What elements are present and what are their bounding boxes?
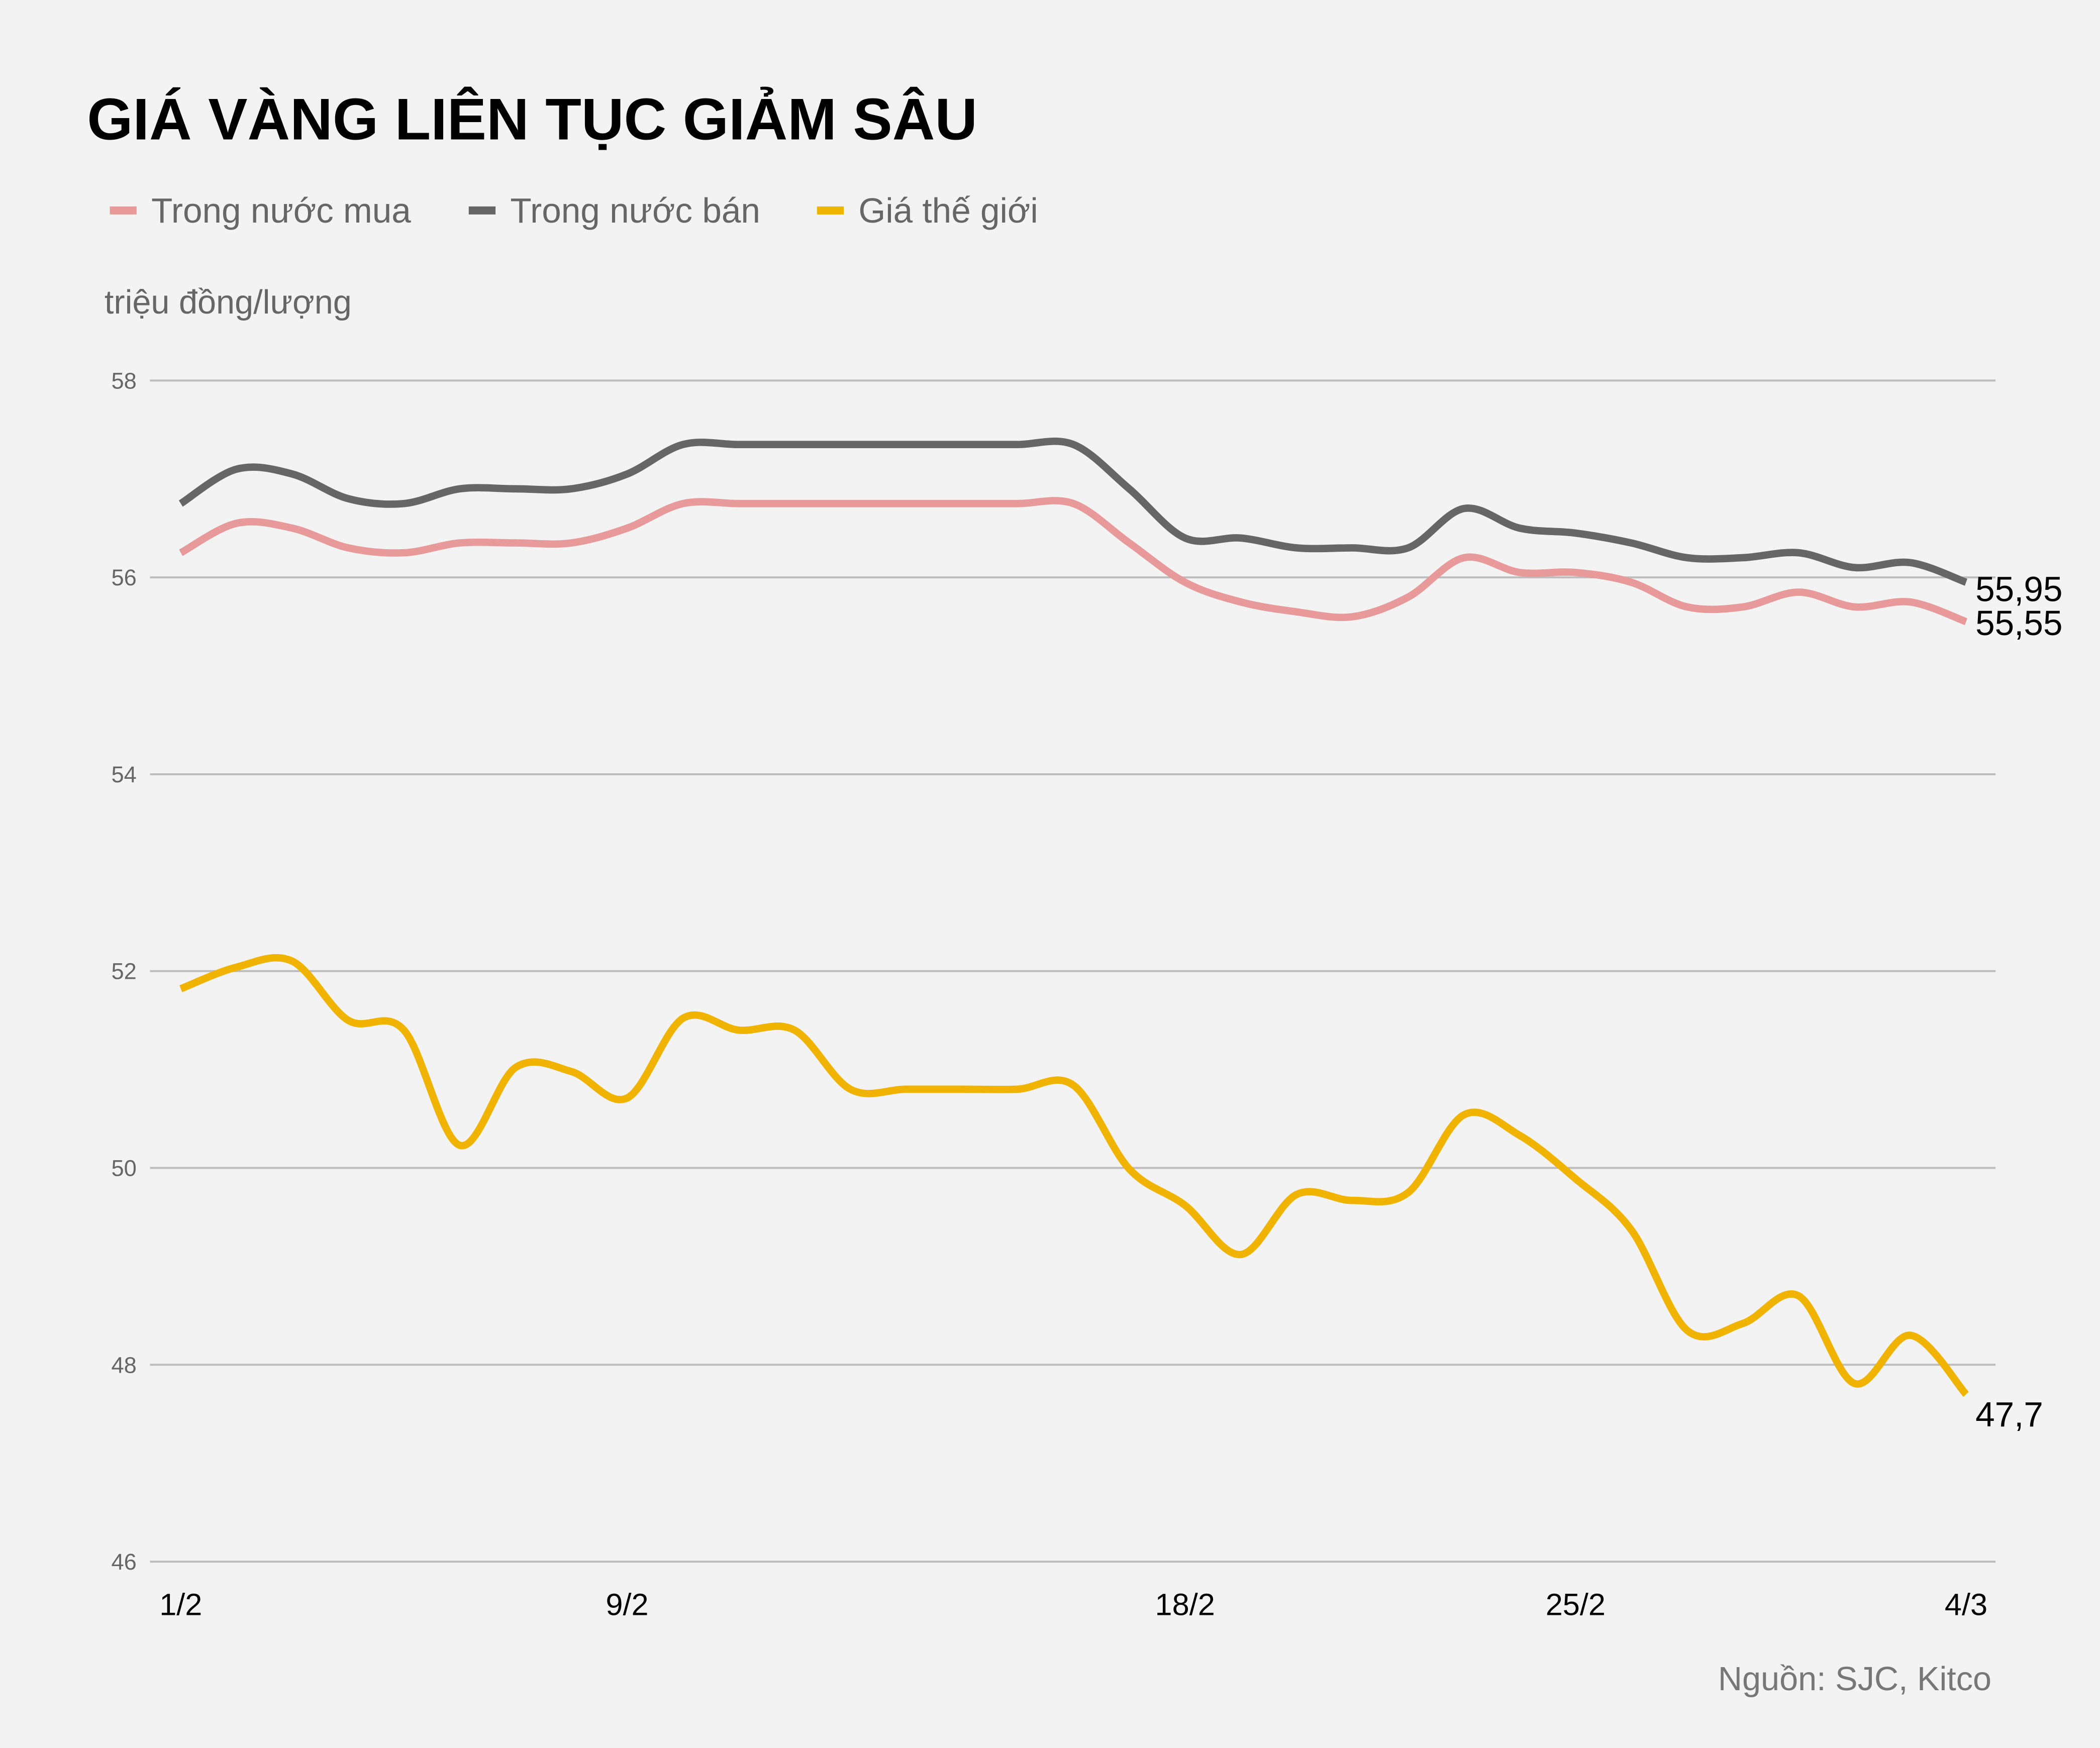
x-tick-label: 1/2 (159, 1588, 202, 1622)
legend-label-world: Giá thế giới (858, 191, 1038, 230)
legend: Trong nước mua Trong nước bán Giá thế gi… (110, 191, 1038, 230)
y-axis-unit-label: triệu đồng/lượng (105, 284, 352, 321)
y-tick-label: 48 (111, 1352, 136, 1378)
legend-item-world: Giá thế giới (817, 191, 1038, 230)
y-tick-label: 46 (111, 1549, 136, 1575)
series-line-mua (179, 497, 1968, 626)
gridlines (150, 379, 1996, 1563)
source-note: Nguồn: SJC, Kitco (1718, 1661, 1991, 1698)
end-label-ban: 55,95 (1975, 569, 2062, 608)
legend-item-ban: Trong nước bán (468, 191, 760, 230)
legend-item-mua: Trong nước mua (110, 191, 411, 230)
y-tick-label: 54 (111, 762, 136, 787)
series-line-world (179, 954, 1969, 1397)
y-tick-labels: 46 48 50 52 54 56 58 (111, 368, 136, 1575)
end-label-world: 47,7 (1975, 1395, 2043, 1434)
x-tick-label: 25/2 (1546, 1588, 1606, 1622)
end-label-mua: 55,55 (1975, 603, 2062, 643)
y-tick-label: 50 (111, 1155, 136, 1181)
x-tick-label: 18/2 (1155, 1588, 1215, 1622)
legend-label-mua: Trong nước mua (151, 191, 411, 230)
series-line-ban (178, 437, 1968, 586)
y-tick-label: 58 (111, 368, 136, 393)
y-tick-label: 56 (111, 565, 136, 590)
x-tick-label: 9/2 (606, 1588, 648, 1622)
x-tick-labels: 1/2 9/2 18/2 25/2 4/3 (159, 1588, 1987, 1622)
legend-label-ban: Trong nước bán (510, 191, 760, 230)
x-tick-label: 4/3 (1945, 1588, 1987, 1622)
y-tick-label: 52 (111, 959, 136, 984)
series-lines (178, 437, 1969, 1397)
chart-title: GIÁ VÀNG LIÊN TỤC GIẢM SÂU (87, 86, 977, 152)
